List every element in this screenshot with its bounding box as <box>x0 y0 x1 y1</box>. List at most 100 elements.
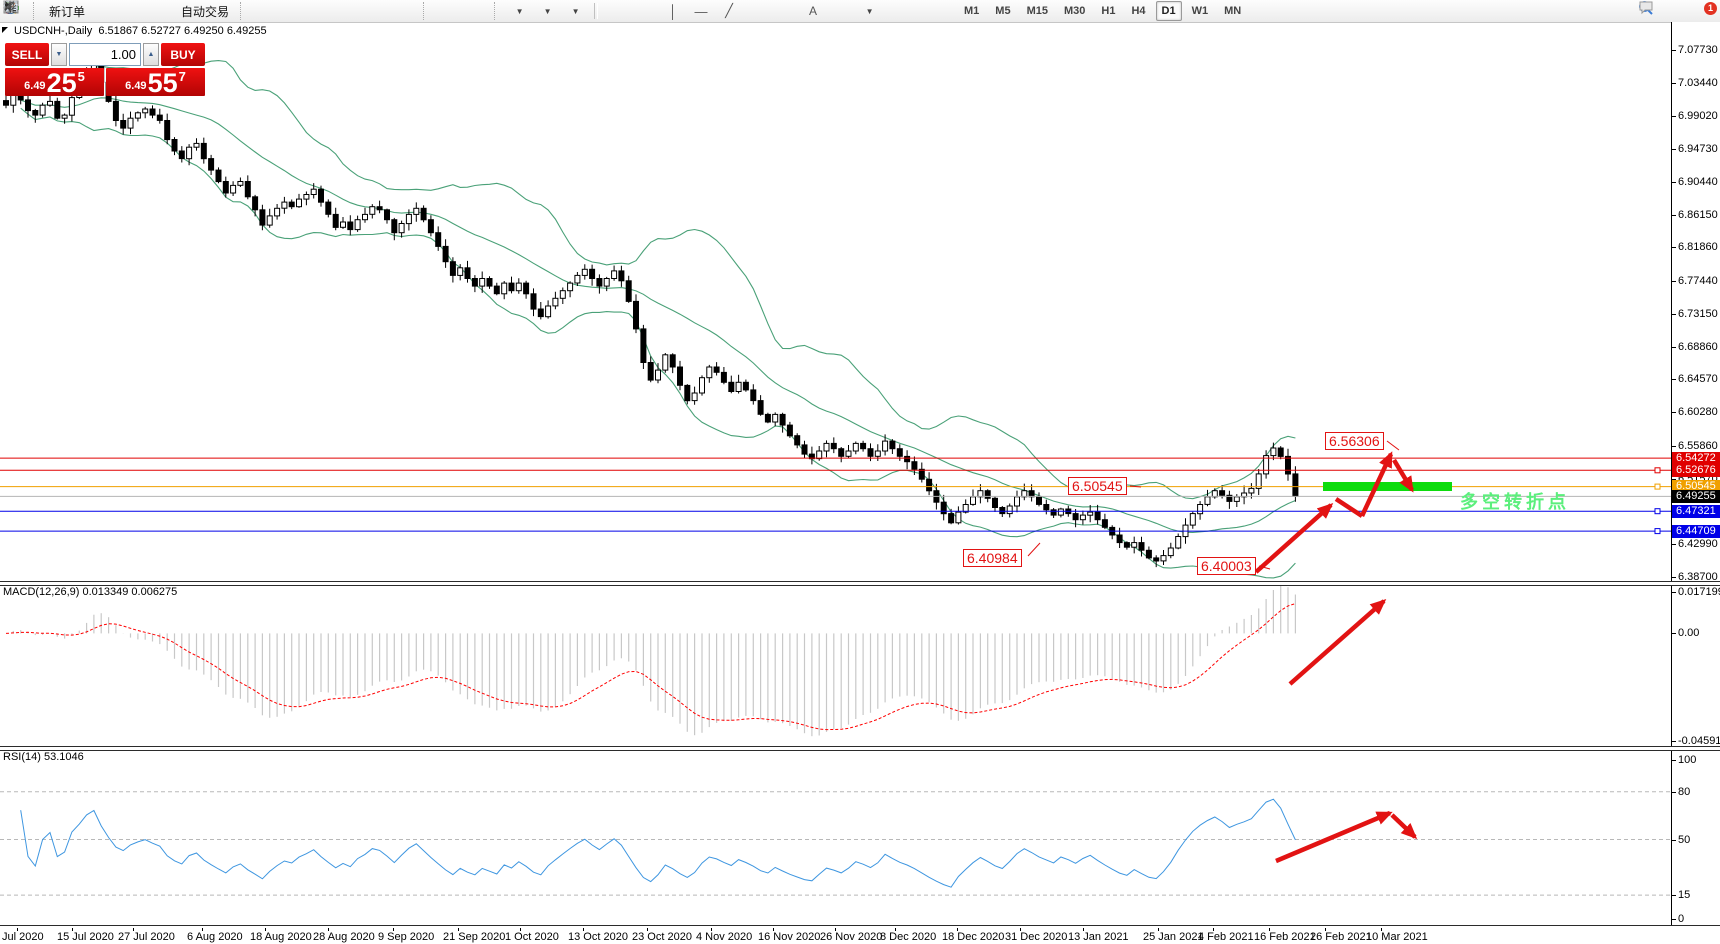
date-label: 26 Nov 2020 <box>820 931 883 943</box>
price-annotation-box[interactable]: 6.40003 <box>1197 557 1256 575</box>
rsi-tick <box>1672 919 1676 920</box>
crosshair-icon[interactable] <box>4 1 657 21</box>
market-globe-icon[interactable] <box>4 1 174 21</box>
separator <box>423 2 430 20</box>
virtual-hosting-icon[interactable] <box>4 1 146 21</box>
volume-increase-button[interactable]: ▲ <box>143 43 159 66</box>
price-tick-label: 7.07730 <box>1678 44 1718 56</box>
notifications-icon[interactable] <box>1639 1 1704 21</box>
rsi-tick <box>1672 839 1676 841</box>
period-clock-button[interactable]: ▼ <box>4 1 559 21</box>
tile-windows-icon[interactable] <box>4 1 417 21</box>
date-label: 1 Oct 2020 <box>505 931 559 943</box>
chart-ohlc-values: 6.51867 6.52727 6.49250 6.49255 <box>98 25 267 37</box>
date-label: 6 Aug 2020 <box>187 931 243 943</box>
price-annotation-box[interactable]: 6.56306 <box>1325 432 1384 450</box>
rsi-tick-label: 80 <box>1678 785 1691 798</box>
autotrading-button[interactable]: 自动交易 <box>4 1 234 21</box>
sell-price-prefix: 6.49 <box>24 80 46 92</box>
cursor-icon[interactable] <box>5 1 629 21</box>
price-tick <box>1672 576 1676 578</box>
price-tick-label: 6.64570 <box>1678 373 1718 386</box>
history-center-icon[interactable] <box>4 1 118 21</box>
candlestick-chart-icon[interactable] <box>4 1 305 21</box>
timeframe-button-d1[interactable]: D1 <box>1155 1 1182 21</box>
panel-separator[interactable] <box>0 581 1720 586</box>
timeframe-button-w1[interactable]: W1 <box>1191 5 1209 17</box>
price-annotation-box[interactable]: 6.50545 <box>1068 477 1127 495</box>
price-tick-label: 6.90440 <box>1678 175 1718 188</box>
text-icon[interactable]: A <box>809 4 818 18</box>
macd-label: MACD(12,26,9) 0.013349 0.006275 <box>3 586 178 598</box>
volume-decrease-button[interactable]: ▼ <box>51 43 67 66</box>
date-tick <box>583 928 584 931</box>
notification-badge[interactable]: 1 <box>1704 2 1717 15</box>
new-order-button[interactable]: 新订单 <box>4 0 90 21</box>
line-chart-icon[interactable] <box>3 1 333 21</box>
buy-price-button[interactable]: 6.49 55 7 <box>106 68 205 97</box>
level-price-label[interactable]: 6.44709 <box>1672 524 1720 538</box>
date-label: 4 Nov 2020 <box>696 931 753 943</box>
turning-point-note[interactable]: 多空转折点 <box>1460 492 1570 512</box>
chart-shift-icon[interactable] <box>4 1 488 21</box>
zoom-in-icon[interactable] <box>4 1 361 21</box>
price-tick-label: 6.60280 <box>1678 406 1718 419</box>
date-label: 26 Feb 2021 <box>1310 931 1372 943</box>
rsi-tick-label: 15 <box>1678 889 1691 902</box>
date-axis[interactable]: Jul 2020 15 Jul 2020 27 Jul 2020 6 Aug 2020… <box>0 928 1720 944</box>
equidistant-channel-icon[interactable]: E <box>3 1 769 21</box>
price-tick <box>1672 82 1676 84</box>
date-tick <box>202 928 203 931</box>
horizontal-level-lines[interactable] <box>0 457 1671 535</box>
template-button[interactable]: ▼ <box>3 0 587 21</box>
date-tick <box>265 928 266 931</box>
date-label: 10 Mar 2021 <box>1366 931 1428 943</box>
date-tick <box>458 928 459 931</box>
date-tick <box>17 928 18 931</box>
timeframe-button-h1[interactable]: H1 <box>1101 5 1116 17</box>
price-tick-label: 6.81860 <box>1678 241 1718 254</box>
vertical-line-icon[interactable]: │ <box>668 3 678 19</box>
arrows-tool-button[interactable]: ▼ <box>4 1 881 21</box>
price-tick <box>1672 181 1676 183</box>
level-price-label[interactable]: 6.54272 <box>1672 451 1720 465</box>
timeframe-button-mn[interactable]: MN <box>1224 5 1242 17</box>
sell-button[interactable]: SELL <box>5 43 49 66</box>
drawn-arrows[interactable] <box>1254 451 1418 864</box>
bar-chart-icon[interactable] <box>5 1 277 21</box>
level-price-label[interactable]: 6.50545 <box>1672 480 1720 494</box>
level-price-label[interactable]: 6.52676 <box>1672 463 1720 477</box>
panel-separator[interactable] <box>0 746 1720 751</box>
rsi-tick-label: 100 <box>1678 754 1697 766</box>
separator <box>494 2 501 20</box>
level-price-label[interactable]: 6.47321 <box>1672 504 1720 518</box>
price-tick <box>1672 116 1676 118</box>
timeframe-button-m5[interactable]: M5 <box>995 5 1011 17</box>
window-collapse-marker[interactable] <box>2 27 8 33</box>
timeframe-button-m15[interactable]: M15 <box>1026 5 1048 17</box>
timeframe-button-h4[interactable]: H4 <box>1131 5 1146 17</box>
volume-input[interactable]: 1.00 <box>69 43 141 66</box>
auto-scroll-icon[interactable] <box>4 1 460 21</box>
price-tick <box>1672 313 1676 315</box>
new-chart-button[interactable]: ▼ <box>3 1 531 21</box>
timeframe-button-m1[interactable]: M1 <box>964 5 980 17</box>
trendline-icon[interactable]: ╱ <box>725 3 733 18</box>
price-scale[interactable]: 7.07730 7.03440 6.99020 6.94730 6.90440 6.861… <box>1672 22 1720 925</box>
sell-price-button[interactable]: 6.49 25 5 <box>5 68 104 97</box>
zoom-out-icon[interactable] <box>4 1 389 21</box>
timeframe-button-m30[interactable]: M30 <box>1063 5 1086 17</box>
current-price-label[interactable]: 6.49255 <box>1672 489 1720 503</box>
horizontal-line-icon[interactable]: — <box>694 3 708 19</box>
price-tick <box>1672 412 1676 414</box>
text-label-icon[interactable]: T <box>3 0 853 21</box>
price-tick-label: 6.73150 <box>1678 307 1718 320</box>
svg-text:F: F <box>12 8 16 14</box>
price-tick-label: 6.77440 <box>1678 275 1718 288</box>
fibonacci-icon[interactable]: F <box>4 1 797 21</box>
price-annotation-box[interactable]: 6.40984 <box>963 549 1022 567</box>
price-tick-label: 6.68860 <box>1678 340 1718 353</box>
buy-button[interactable]: BUY <box>161 43 205 66</box>
